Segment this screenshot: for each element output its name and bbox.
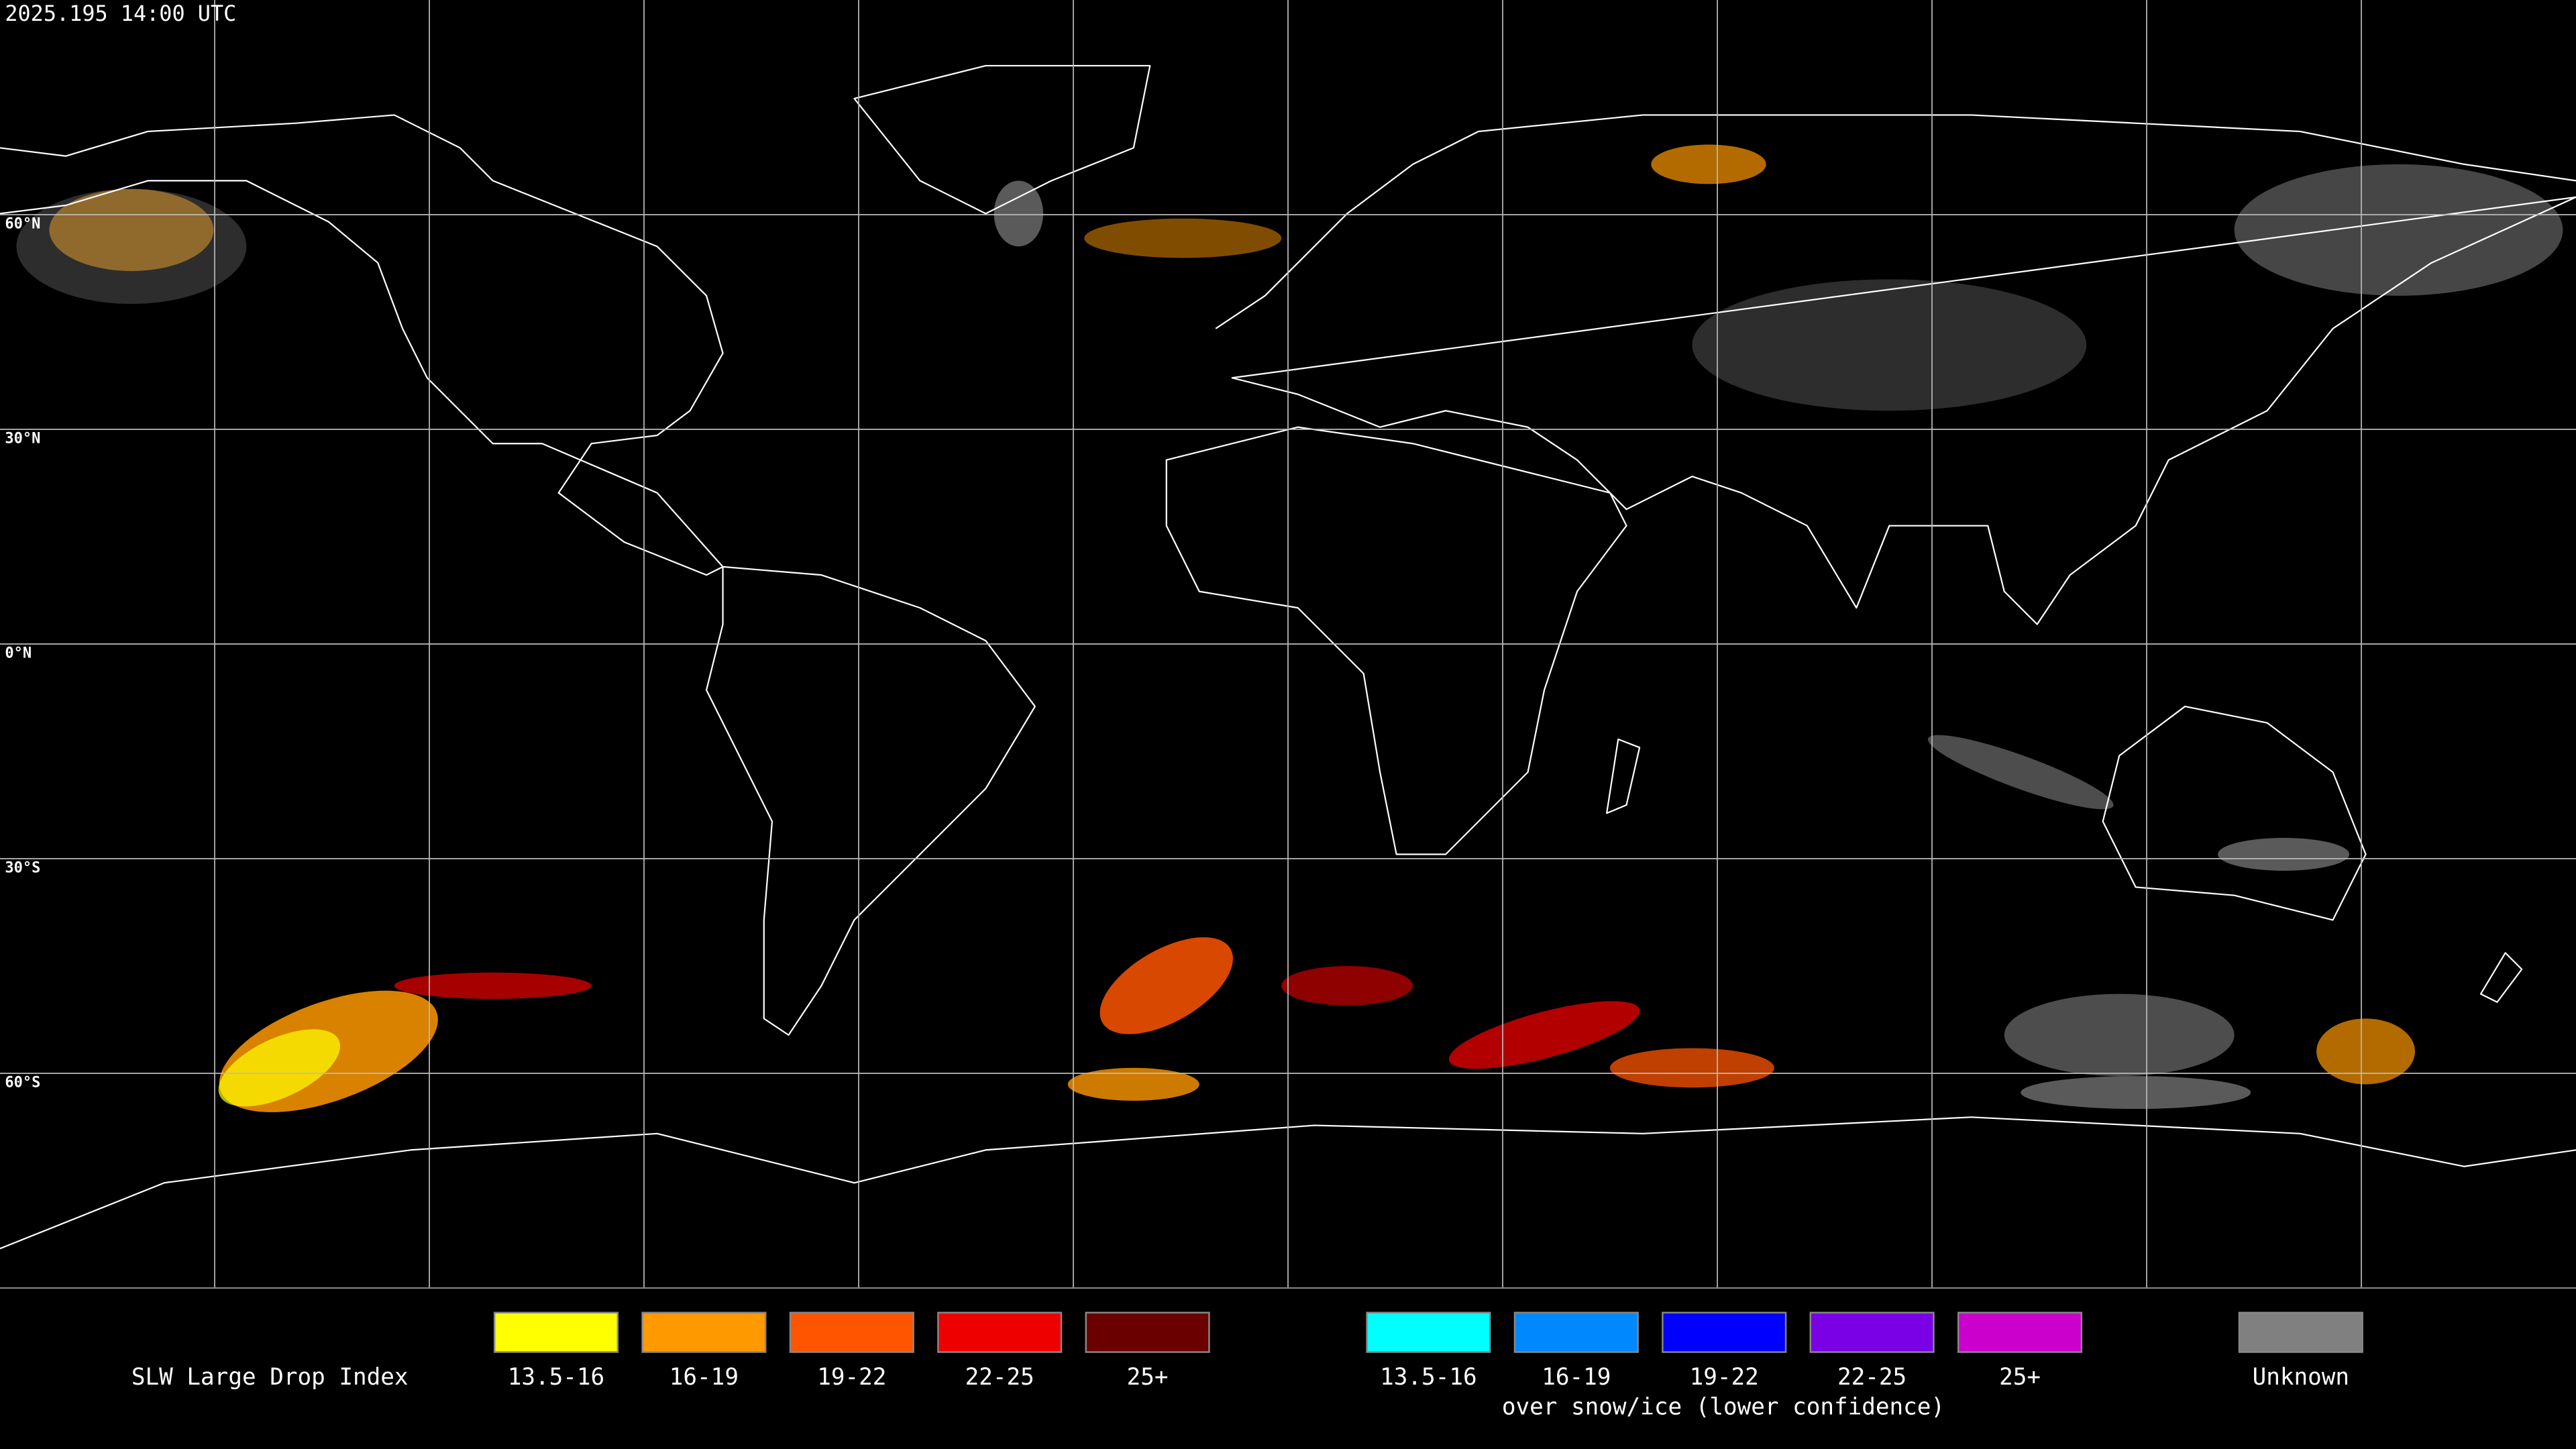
cloud-patch <box>1448 1001 1640 1069</box>
new-zealand <box>2479 952 2523 1003</box>
cloud-patch <box>1651 144 1766 184</box>
legend-swatch <box>493 1311 619 1353</box>
legend-swatch <box>789 1311 914 1353</box>
legend-label: Unknown <box>2253 1364 2349 1391</box>
latitude-label: 0°N <box>5 645 32 662</box>
legend: SLW Large Drop Index 13.5-16 16-19 19-22 22-… <box>131 1311 2363 1420</box>
latitude-label: 60°S <box>5 1075 40 1091</box>
cloud-patch <box>1084 218 1282 258</box>
legend-label: 22-25 <box>1837 1364 1907 1391</box>
legend-label: 16-19 <box>669 1364 739 1391</box>
cloud-patch <box>1067 1067 1199 1101</box>
cloud-patch <box>1610 1048 1774 1088</box>
cloud-patch <box>218 1029 341 1107</box>
north-america <box>0 114 724 576</box>
graticule: 60°N 30°N 0°N 30°S 60°S <box>0 0 2576 1288</box>
latitude-label: 30°S <box>5 860 40 877</box>
legend-label: 13.5-16 <box>1380 1364 1477 1391</box>
legend-label: 19-22 <box>1690 1364 1759 1391</box>
madagascar <box>1606 738 1641 814</box>
legend-swatch <box>641 1311 767 1353</box>
cloud-patch <box>2218 837 2350 871</box>
cloud-patch <box>994 180 1044 247</box>
legend-swatch <box>1662 1311 1787 1353</box>
legend-swatch <box>1957 1311 2083 1353</box>
legend-title: SLW Large Drop Index <box>131 1364 409 1391</box>
cloud-patch <box>2021 1076 2251 1110</box>
timestamp: 2025.195 14:00 UTC <box>5 1 236 26</box>
cloud-patch <box>2316 1018 2415 1085</box>
legend-label: 13.5-16 <box>508 1364 604 1391</box>
legend-label: 25+ <box>1999 1364 2041 1391</box>
cloud-patch <box>1692 279 2087 411</box>
legend-swatch <box>937 1311 1063 1353</box>
australia <box>2102 705 2367 921</box>
legend-swatch <box>1809 1311 1935 1353</box>
africa <box>1165 426 1627 855</box>
coastlines <box>0 64 2576 1250</box>
south-america <box>705 566 1036 1036</box>
cloud-patch <box>16 189 247 305</box>
cloud-patches <box>16 144 2563 1112</box>
legend-label: 16-19 <box>1542 1364 1611 1391</box>
latitude-label: 60°N <box>5 216 40 233</box>
greenland <box>853 64 1151 215</box>
cloud-patch <box>394 972 592 999</box>
legend-swatch <box>1513 1311 1639 1353</box>
legend-swatch <box>1366 1311 1491 1353</box>
legend-label: 25+ <box>1127 1364 1169 1391</box>
cloud-patch <box>1281 966 1413 1006</box>
eurasia <box>1215 114 2576 625</box>
legend-swatch <box>2238 1311 2363 1353</box>
cloud-patch <box>2004 994 2235 1077</box>
cloud-patch <box>49 189 214 272</box>
latitude-label: 30°N <box>5 431 40 447</box>
legend-swatch <box>1085 1311 1210 1353</box>
legend-note: over snow/ice (lower confidence) <box>1502 1393 1945 1420</box>
cloud-patch <box>1099 937 1233 1034</box>
cloud-patch <box>1927 735 2114 810</box>
antarctica <box>0 1116 2576 1250</box>
cloud-patch <box>2234 164 2563 296</box>
legend-label: 19-22 <box>817 1364 886 1391</box>
legend-label: 22-25 <box>965 1364 1034 1391</box>
